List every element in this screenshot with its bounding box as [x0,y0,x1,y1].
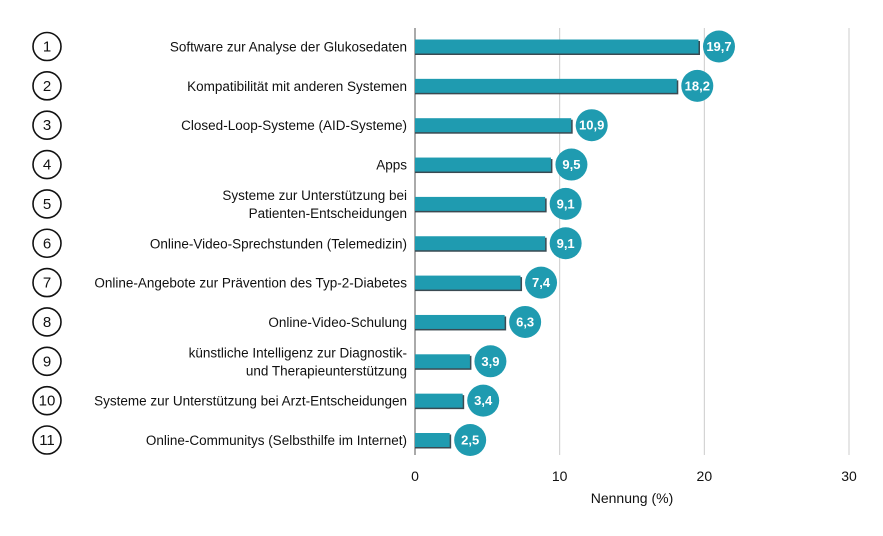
rank-number: 1 [43,39,51,56]
value-label: 3,4 [474,393,493,408]
bar [415,314,505,329]
category-labels: Software zur Analyse der Glukosedaten Kom… [94,40,407,449]
rank-circle [32,71,62,101]
category-label: Online-Angebote zur Prävention des Typ-2… [94,276,407,291]
rank-circle [32,189,62,219]
rank-number: 11 [39,432,55,449]
rank-number: 7 [43,275,51,292]
category-label: Apps [376,158,407,173]
bar [415,354,470,369]
value-badge [454,424,487,456]
rank-circle [32,31,62,62]
category-label: und Therapieunterstützung [246,363,407,378]
value-badge [555,148,588,181]
x-axis-label: Nennung (%) [591,490,674,506]
bar [415,157,551,172]
value-label: 10,9 [579,118,604,133]
rank-circle [32,149,62,180]
rank-number: 6 [43,235,51,252]
value-badge [509,305,542,338]
value-label: 7,4 [532,275,551,290]
bar [415,433,450,447]
value-badges: 19,7 18,2 10,9 9,5 9,1 9,1 7,4 6,3 3,9 3,4 2,5 [454,30,735,456]
value-label: 19,7 [706,39,731,54]
category-label: Online-Video-Sprechstunden (Telemedizin) [150,236,407,251]
category-label: Online-Communitys (Selbsthilfe im Intern… [146,433,407,448]
value-badge [575,109,608,142]
bar [415,236,546,251]
rank-number: 3 [43,117,51,134]
x-tick-labels: 0 10 20 30 [411,468,857,484]
x-tick-label: 20 [697,468,713,484]
rank-number: 9 [43,353,51,370]
bar [415,196,546,211]
rank-number: 2 [43,78,51,95]
bars [415,39,700,449]
value-badge [474,345,507,378]
rank-number: 8 [43,314,51,331]
value-label: 9,1 [557,196,575,211]
value-badge [702,30,735,63]
category-label: Closed-Loop-Systeme (AID-Systeme) [181,118,407,133]
bar [415,78,677,93]
category-label: Online-Video-Schulung [268,315,407,330]
value-label: 2,5 [461,433,479,448]
category-label: Patienten-Entscheidungen [249,206,407,221]
rank-circle [32,307,62,337]
value-badge [549,227,582,260]
bar [415,393,463,408]
x-tick-label: 30 [841,468,857,484]
category-label: Software zur Analyse der Glukosedaten [170,40,407,55]
bar [415,118,572,133]
rank-circle [32,385,62,416]
value-label: 3,9 [481,354,499,369]
value-badge [681,69,714,102]
category-label: Kompatibilität mit anderen Systemen [187,79,407,94]
rank-circle [32,228,62,259]
rank-circle [32,346,62,377]
rank-circles: 1 2 3 4 5 6 7 8 9 10 11 [32,31,62,455]
category-label: Systeme zur Unterstützung bei [222,188,407,203]
bar [415,39,699,54]
rank-circle [32,267,62,298]
value-badge [467,384,500,417]
rank-number: 10 [39,393,56,410]
category-label: Systeme zur Unterstützung bei Arzt-Entsc… [94,394,407,409]
bar [415,275,521,290]
x-tick-label: 10 [552,468,568,484]
rank-number: 4 [43,157,51,174]
value-badge [525,266,558,299]
value-label: 6,3 [516,314,534,329]
rank-circle [32,425,62,455]
value-badge [549,187,582,220]
x-tick-label: 0 [411,468,419,484]
value-label: 9,5 [562,157,580,172]
value-label: 9,1 [557,236,575,251]
rank-circle [32,110,62,140]
value-label: 18,2 [685,78,710,93]
rank-number: 5 [43,196,51,213]
category-label: künstliche Intelligenz zur Diagnostik- [189,345,407,360]
